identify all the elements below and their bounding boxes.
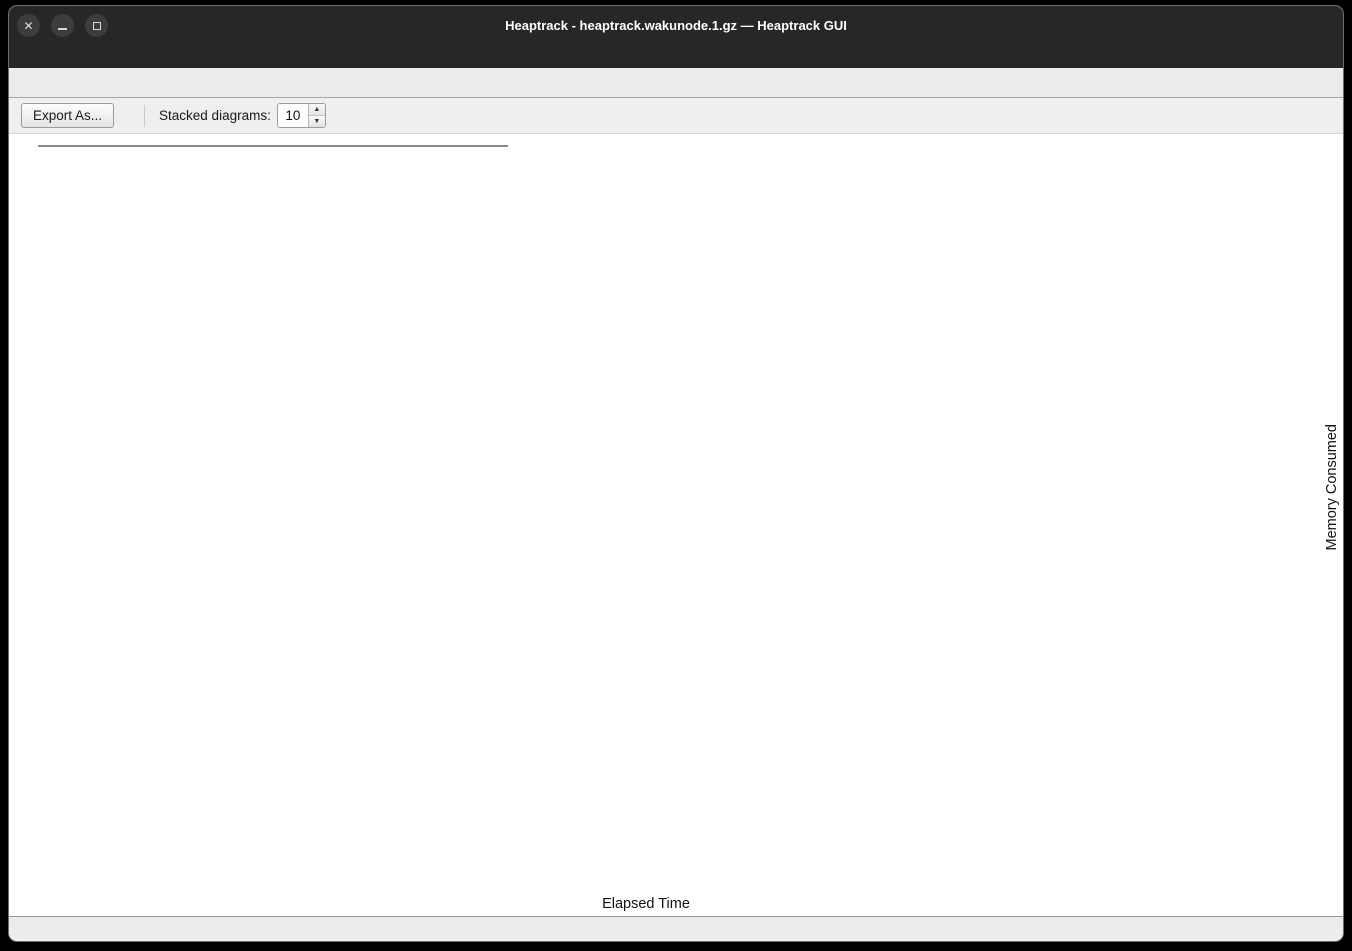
minimize-icon[interactable] <box>51 14 74 37</box>
stacked-diagrams-value[interactable]: 10 <box>285 108 301 123</box>
close-icon[interactable]: ✕ <box>17 14 40 37</box>
heaptrack-window: ✕ Heaptrack - heaptrack.wakunode.1.gz — … <box>8 5 1344 942</box>
memory-consumption-chart[interactable] <box>9 134 1343 916</box>
stacked-diagrams-spinner[interactable]: 10 ▲ ▼ <box>276 103 326 128</box>
consumed-chart-panel: Elapsed Time Memory Consumed <box>9 134 1343 917</box>
export-as-button[interactable]: Export As... <box>21 103 115 128</box>
x-axis-title: Elapsed Time <box>602 896 690 912</box>
stacked-diagrams-label: Stacked diagrams: <box>159 108 271 123</box>
window-title: Heaptrack - heaptrack.wakunode.1.gz — He… <box>505 18 847 33</box>
chevron-down-icon[interactable]: ▼ <box>308 116 325 127</box>
title-bar[interactable]: ✕ Heaptrack - heaptrack.wakunode.1.gz — … <box>9 6 1343 45</box>
window-controls: ✕ <box>17 6 108 45</box>
chart-legend[interactable] <box>38 145 508 147</box>
toolbar: Export As... Stacked diagrams: 10 ▲ ▼ <box>9 98 1343 134</box>
window-bottom-strip <box>9 917 1343 941</box>
y-axis-title: Memory Consumed <box>1324 424 1340 551</box>
chevron-up-icon[interactable]: ▲ <box>308 104 325 116</box>
menu-bar <box>9 45 1343 68</box>
maximize-icon[interactable] <box>85 14 108 37</box>
toolbar-separator <box>144 104 146 127</box>
tab-bar <box>9 68 1343 98</box>
